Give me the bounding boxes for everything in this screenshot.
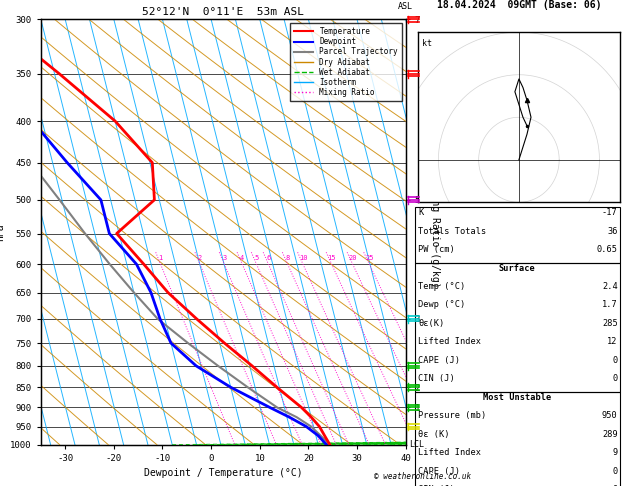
Legend: Temperature, Dewpoint, Parcel Trajectory, Dry Adiabat, Wet Adiabat, Isotherm, Mi: Temperature, Dewpoint, Parcel Trajectory… <box>291 23 402 101</box>
Title: 52°12'N  0°11'E  53m ASL: 52°12'N 0°11'E 53m ASL <box>142 7 304 17</box>
Text: 8: 8 <box>286 255 290 261</box>
Text: Lifted Index: Lifted Index <box>418 448 481 457</box>
Text: CAPE (J): CAPE (J) <box>418 356 460 365</box>
Y-axis label: hPa: hPa <box>0 223 5 241</box>
Text: θε (K): θε (K) <box>418 430 450 439</box>
Text: -17: -17 <box>602 208 618 217</box>
Text: LCL: LCL <box>409 440 425 449</box>
Text: 6: 6 <box>266 255 270 261</box>
Text: 20: 20 <box>348 255 357 261</box>
Text: 0: 0 <box>613 356 618 365</box>
Text: 10: 10 <box>299 255 308 261</box>
Text: Temp (°C): Temp (°C) <box>418 282 465 291</box>
Text: 3: 3 <box>222 255 226 261</box>
Text: CIN (J): CIN (J) <box>418 485 455 486</box>
Text: © weatheronline.co.uk: © weatheronline.co.uk <box>374 472 472 481</box>
Text: CAPE (J): CAPE (J) <box>418 467 460 476</box>
Text: kt: kt <box>422 39 432 48</box>
Text: 5: 5 <box>255 255 259 261</box>
Text: Lifted Index: Lifted Index <box>418 337 481 347</box>
Text: 289: 289 <box>602 430 618 439</box>
Text: 36: 36 <box>607 226 618 236</box>
Text: 12: 12 <box>607 337 618 347</box>
Text: 25: 25 <box>365 255 374 261</box>
Text: km
ASL: km ASL <box>398 0 413 11</box>
Text: 950: 950 <box>602 411 618 420</box>
Text: θε(K): θε(K) <box>418 319 445 328</box>
Text: 4: 4 <box>240 255 245 261</box>
Text: 9: 9 <box>613 448 618 457</box>
Y-axis label: Mixing Ratio (g/kg): Mixing Ratio (g/kg) <box>430 176 440 288</box>
Text: Totals Totals: Totals Totals <box>418 226 487 236</box>
Text: 1.7: 1.7 <box>602 300 618 310</box>
Text: Pressure (mb): Pressure (mb) <box>418 411 487 420</box>
Text: K: K <box>418 208 423 217</box>
Text: 0.65: 0.65 <box>597 245 618 254</box>
Text: 2.4: 2.4 <box>602 282 618 291</box>
Text: 2: 2 <box>198 255 202 261</box>
Text: 1: 1 <box>159 255 163 261</box>
Text: 285: 285 <box>602 319 618 328</box>
Text: Dewp (°C): Dewp (°C) <box>418 300 465 310</box>
Text: Most Unstable: Most Unstable <box>483 393 552 402</box>
Text: Surface: Surface <box>499 263 536 273</box>
X-axis label: Dewpoint / Temperature (°C): Dewpoint / Temperature (°C) <box>144 469 303 478</box>
Text: 15: 15 <box>328 255 336 261</box>
Text: PW (cm): PW (cm) <box>418 245 455 254</box>
Text: 0: 0 <box>613 485 618 486</box>
Text: 0: 0 <box>613 467 618 476</box>
Text: 18.04.2024  09GMT (Base: 06): 18.04.2024 09GMT (Base: 06) <box>437 0 601 10</box>
Text: CIN (J): CIN (J) <box>418 374 455 383</box>
Text: 0: 0 <box>613 374 618 383</box>
